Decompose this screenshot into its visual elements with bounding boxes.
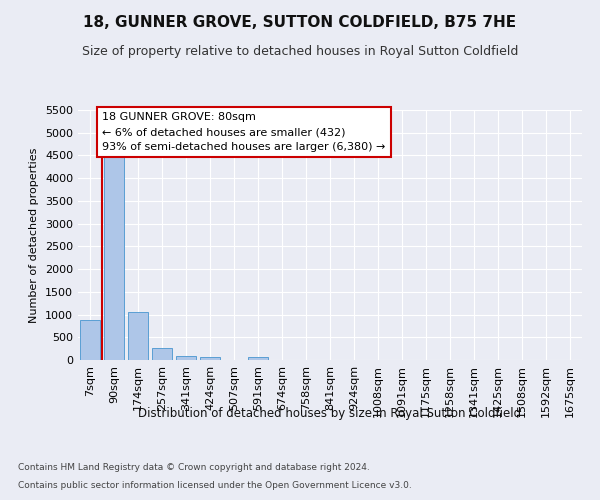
Text: Contains public sector information licensed under the Open Government Licence v3: Contains public sector information licen… bbox=[18, 481, 412, 490]
Bar bbox=[152, 348, 172, 360]
Y-axis label: Number of detached properties: Number of detached properties bbox=[29, 148, 40, 322]
Text: 18 GUNNER GROVE: 80sqm
← 6% of detached houses are smaller (432)
93% of semi-det: 18 GUNNER GROVE: 80sqm ← 6% of detached … bbox=[103, 112, 386, 152]
Bar bbox=[128, 312, 148, 360]
Text: 18, GUNNER GROVE, SUTTON COLDFIELD, B75 7HE: 18, GUNNER GROVE, SUTTON COLDFIELD, B75 … bbox=[83, 15, 517, 30]
Bar bbox=[104, 153, 124, 360]
Text: Contains HM Land Registry data © Crown copyright and database right 2024.: Contains HM Land Registry data © Crown c… bbox=[18, 462, 370, 471]
Text: Distribution of detached houses by size in Royal Sutton Coldfield: Distribution of detached houses by size … bbox=[139, 408, 521, 420]
Bar bbox=[176, 356, 196, 360]
Bar bbox=[80, 320, 100, 360]
Bar bbox=[200, 356, 220, 360]
Text: Size of property relative to detached houses in Royal Sutton Coldfield: Size of property relative to detached ho… bbox=[82, 45, 518, 58]
Bar bbox=[248, 358, 268, 360]
